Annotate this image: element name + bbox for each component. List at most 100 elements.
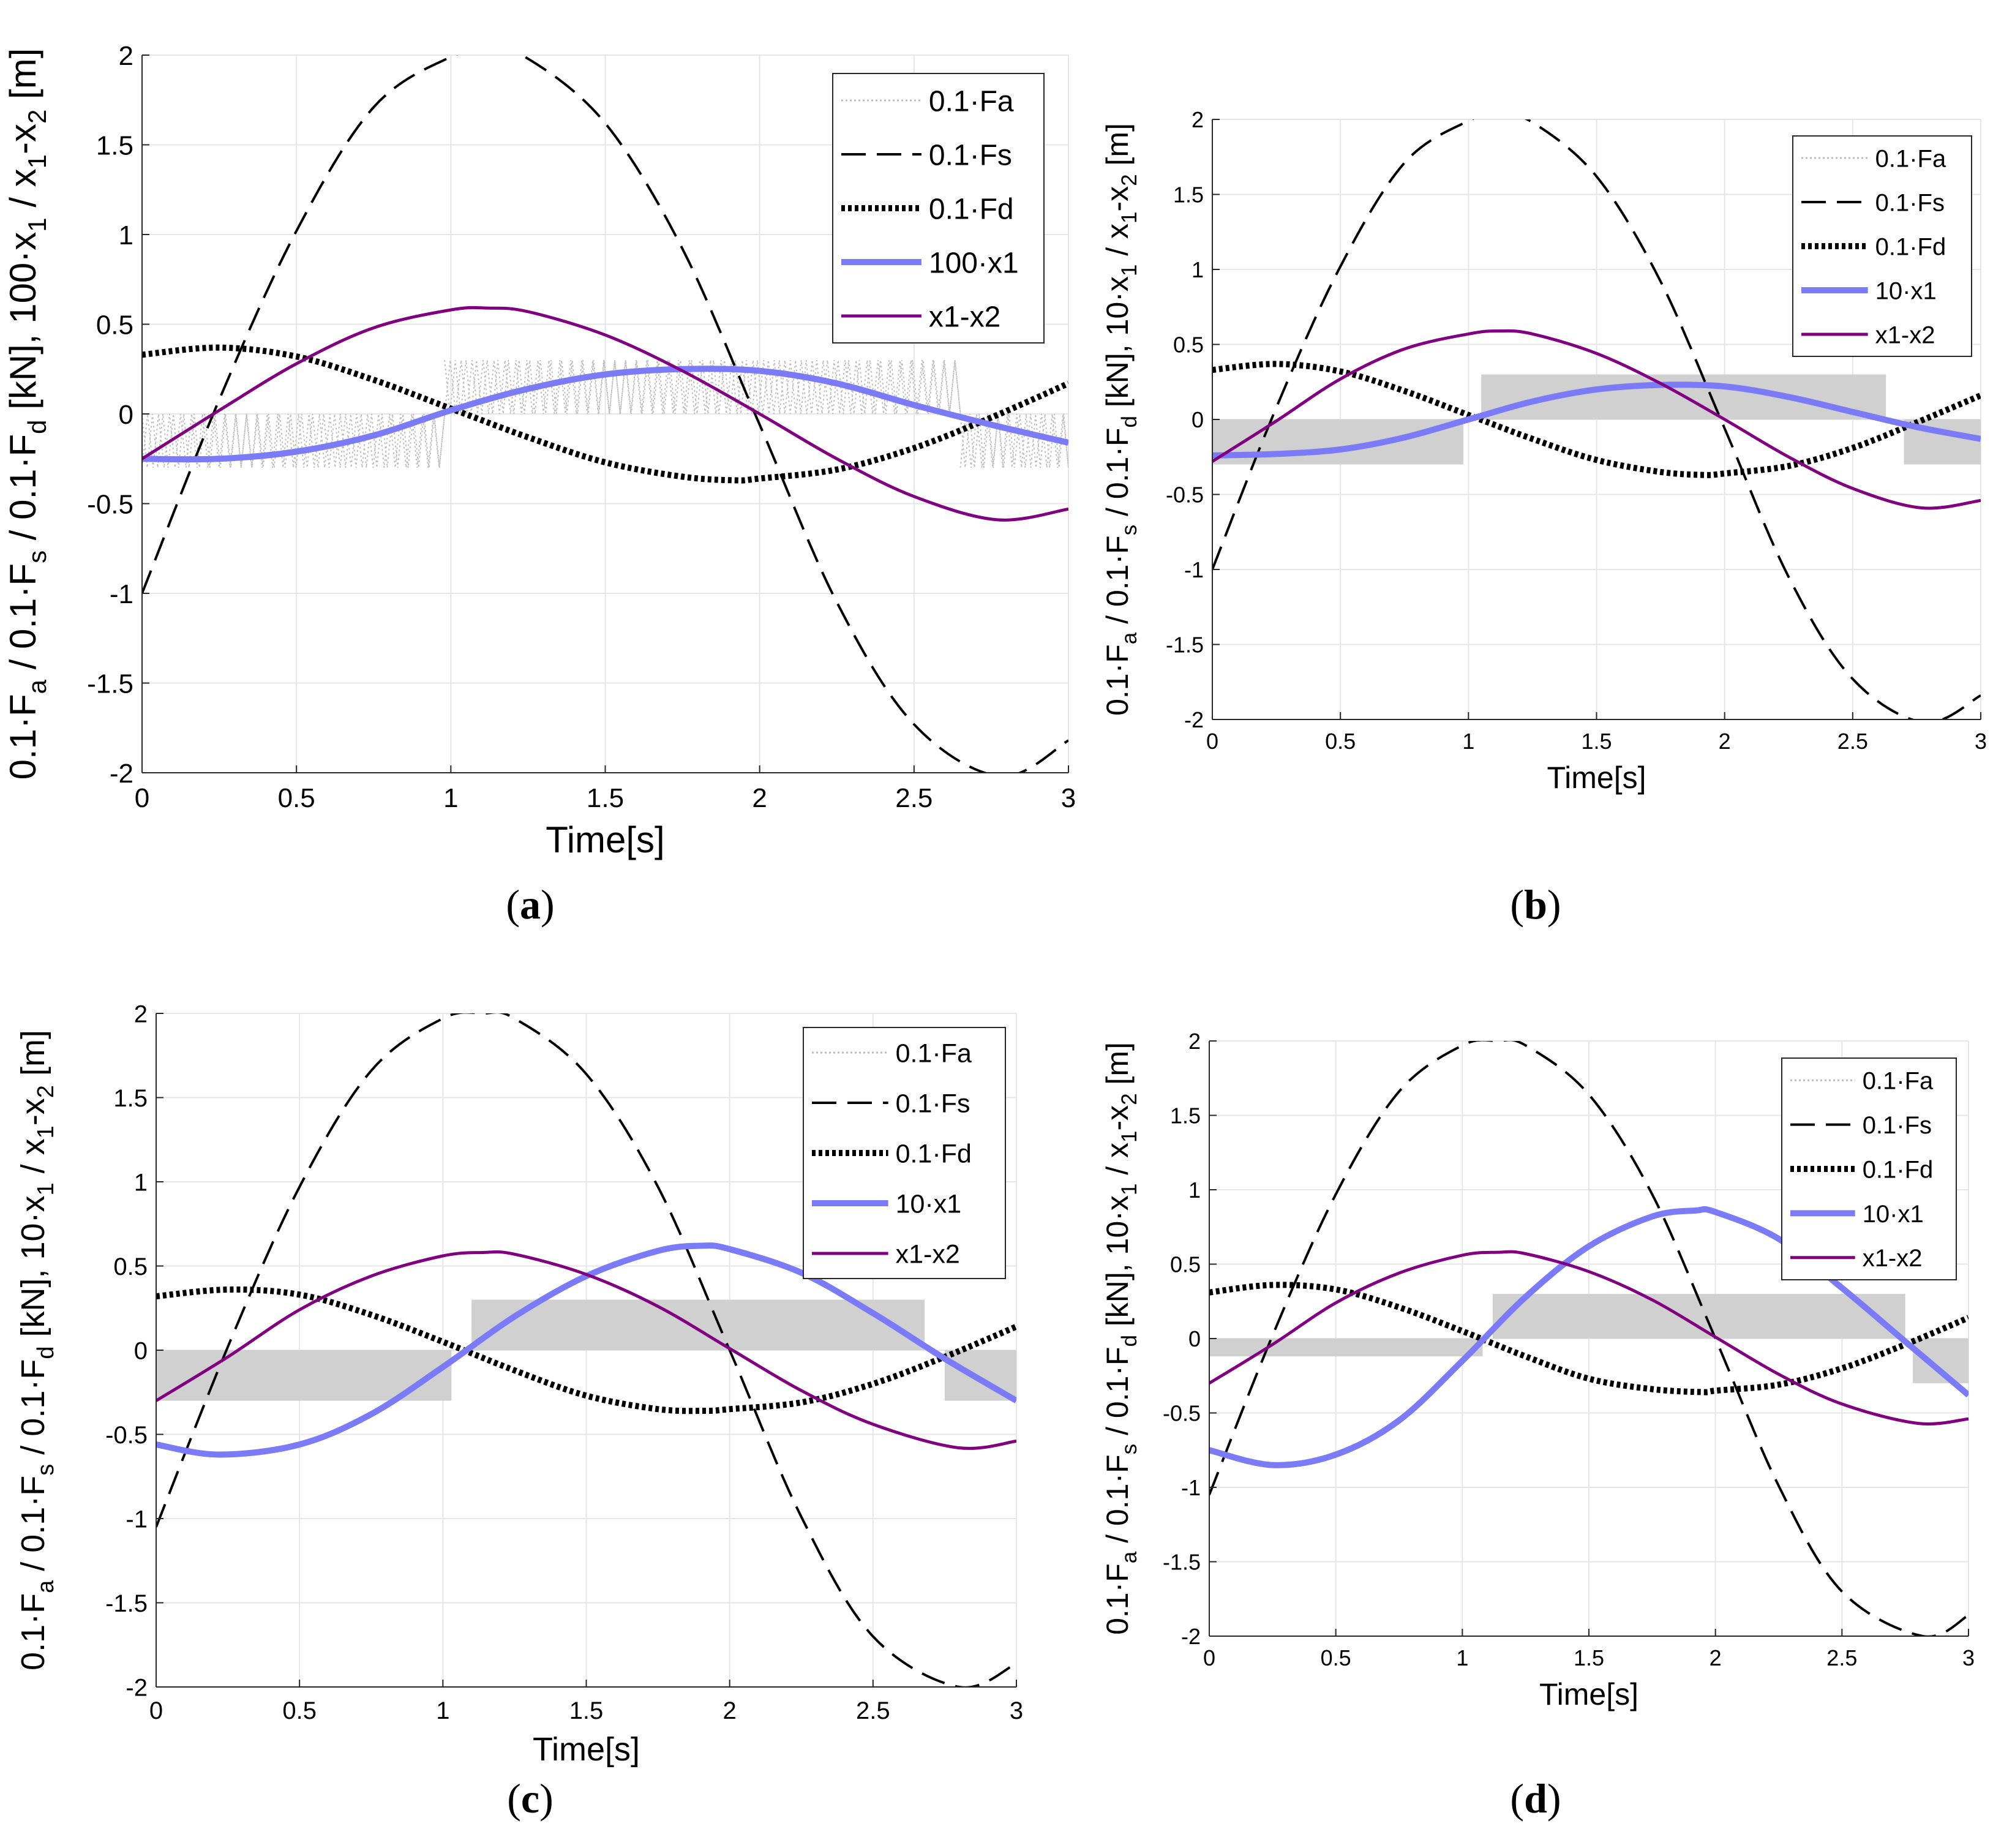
x-tick-label: 0 (135, 783, 149, 813)
y-axis-title-part: / 0.1·F (1100, 535, 1135, 632)
y-axis-title-subscript: s (1117, 525, 1141, 536)
legend-label: 10·x1 (1863, 1201, 1924, 1228)
y-axis-title-subscript: 2 (1117, 174, 1141, 186)
y-axis-title-part: [m] (2, 48, 43, 110)
panel-label-paren: ( (1510, 1775, 1524, 1822)
x-tick-label: 0 (1203, 1645, 1215, 1670)
y-axis-title-subscript: 2 (33, 1085, 59, 1098)
y-tick-label: -1.5 (1163, 1549, 1201, 1574)
legend-label: 0.1·Fd (896, 1139, 972, 1168)
y-axis-title-part: 0.1·F (1100, 644, 1135, 716)
legend-box (803, 1027, 1006, 1279)
x-tick-label: 1 (1462, 729, 1474, 754)
x-tick-label: 2.5 (895, 783, 933, 813)
panel-label-paren: ( (1510, 881, 1524, 928)
y-tick-label: -0.5 (1163, 1400, 1201, 1425)
series-x1-x2 (142, 306, 1068, 522)
fa-oscillation-segment (142, 413, 446, 468)
y-axis-title-subscript: a (1117, 1551, 1141, 1563)
y-axis-title-subscript: 2 (23, 110, 51, 124)
x-tick-label: 1 (443, 783, 458, 813)
y-axis-title: 0.1·Fa / 0.1·Fs / 0.1·Fd [kN], 10·x1 / x… (1100, 123, 1141, 716)
legend-box (832, 73, 1045, 344)
y-tick-label: 0 (1188, 1326, 1201, 1351)
y-tick-label: 0 (119, 400, 133, 430)
y-axis-title: 0.1·Fa / 0.1·Fs / 0.1·Fd [kN], 10·x1 / x… (1100, 1042, 1141, 1635)
legend-label: x1-x2 (896, 1239, 960, 1269)
fa-band-segment (1913, 1339, 1969, 1383)
legend-label: 10·x1 (1875, 277, 1937, 304)
y-tick-label: 1.5 (113, 1085, 148, 1112)
series-x1-x2 (156, 1250, 1016, 1450)
y-axis-title-subscript: 1 (23, 217, 51, 231)
y-axis-title-part: 0.1·F (1100, 1563, 1135, 1635)
legend: 0.1·Fa 0.1·Fs 0.1·Fd 10·x1 x1-x2 (1792, 135, 1972, 357)
legend: 0.1·Fa 0.1·Fs 0.1·Fd 10·x1 x1-x2 (803, 1027, 1006, 1279)
y-axis-title-part: -x (1100, 186, 1135, 212)
y-axis-title: 0.1·Fa / 0.1·Fs / 0.1·Fd [kN], 10·x1 / x… (15, 1030, 59, 1670)
legend-label: x1-x2 (1863, 1245, 1923, 1272)
y-tick-label: -0.5 (87, 489, 133, 519)
y-axis-title-part: [kN], 10·x (1100, 1195, 1135, 1335)
legend: 0.1·Fa 0.1·Fs 0.1·Fd 100·x1 x1-x2 (832, 73, 1045, 344)
y-axis-title: 0.1·Fa / 0.1·Fs / 0.1·Fd [kN], 100·x1 / … (2, 48, 51, 780)
y-axis-title-subscript: s (33, 1464, 59, 1476)
y-tick-label: 0.5 (1170, 1252, 1201, 1277)
x-tick-label: 1.5 (587, 783, 624, 813)
fa-oscillation-segment (444, 359, 961, 415)
y-tick-label: 1.5 (96, 130, 133, 160)
y-axis-title-part: / x (15, 1138, 51, 1182)
series-x1-x2 (1209, 1250, 1969, 1425)
chart-panel-a: 0 0.5 1 1.5 2 2.5 3 -2 -1.5 -1 -0.5 0 0.5 1 1.5 2 Time[s… (2, 41, 1076, 860)
y-axis-title-part: / 0.1·F (1100, 1347, 1135, 1443)
y-axis-title-subscript: 1 (23, 154, 51, 168)
y-tick-label: 0 (1192, 407, 1204, 432)
panel-label-paren: ) (1547, 1775, 1561, 1822)
series-0-1-fa-band (156, 1299, 1016, 1401)
y-tick-label: -2 (126, 1674, 148, 1701)
legend-label: 0.1·Fs (929, 139, 1012, 171)
y-axis-title-part: [kN], 100·x (2, 232, 43, 420)
y-tick-label: -1 (126, 1506, 148, 1533)
series-0-1-fs (1209, 1041, 1969, 1636)
legend-label: 0.1·Fa (929, 85, 1014, 118)
y-axis-title-part: 0.1·F (2, 694, 43, 779)
y-tick-label: -1.5 (105, 1590, 148, 1617)
y-tick-label: -0.5 (1166, 482, 1204, 507)
panel-label-paren: ( (506, 881, 520, 928)
y-tick-label: 1 (134, 1169, 148, 1196)
x-tick-label: 1 (436, 1697, 449, 1724)
legend-label: 0.1·Fs (1875, 189, 1945, 216)
panel-label: (d) (1510, 1775, 1561, 1822)
y-tick-label: 1 (119, 220, 133, 250)
y-tick-label: 2 (119, 41, 133, 71)
y-axis-title-part: [m] (1100, 1042, 1135, 1093)
chart-panel-d: 0 0.5 1 1.5 2 2.5 3 -2 -1.5 -1 -0.5 0 0.5 1 1.5 2 Time[s… (1100, 1029, 1975, 1711)
x-tick-label: 2 (723, 1697, 737, 1724)
y-axis-title-subscript: d (1117, 1335, 1141, 1347)
series-x1-x2 (1212, 329, 1981, 510)
y-tick-label: 0.5 (113, 1253, 148, 1280)
legend-label: 0.1·Fs (896, 1089, 970, 1118)
series-0-1-fd (156, 1286, 1016, 1414)
y-tick-label: 1 (1192, 257, 1204, 282)
x-tick-label: 2.5 (1826, 1645, 1857, 1670)
y-axis-title-part: [m] (15, 1030, 51, 1085)
y-axis-title-part: / x (1100, 223, 1135, 265)
legend-label: 0.1·Fd (929, 193, 1014, 225)
y-axis-title-subscript: d (1117, 416, 1141, 427)
series-group (142, 55, 1068, 773)
series-0-1-fd (1209, 1282, 1969, 1395)
y-axis-title-subscript: 1 (1117, 265, 1141, 276)
y-axis-title-subscript: a (23, 679, 51, 694)
y-axis-title-subscript: 1 (1117, 212, 1141, 223)
y-axis-title-subscript: s (1117, 1444, 1141, 1455)
y-axis-title-subscript: 1 (1117, 1131, 1141, 1143)
x-axis-title: Time[s] (1539, 1677, 1638, 1711)
series-10-x1 (1209, 1206, 1969, 1468)
y-tick-label: 1.5 (1173, 182, 1204, 207)
y-axis-title-part: -x (15, 1098, 51, 1125)
y-axis-title-part: / x (2, 168, 43, 217)
legend: 0.1·Fa 0.1·Fs 0.1·Fd 10·x1 x1-x2 (1781, 1057, 1957, 1280)
